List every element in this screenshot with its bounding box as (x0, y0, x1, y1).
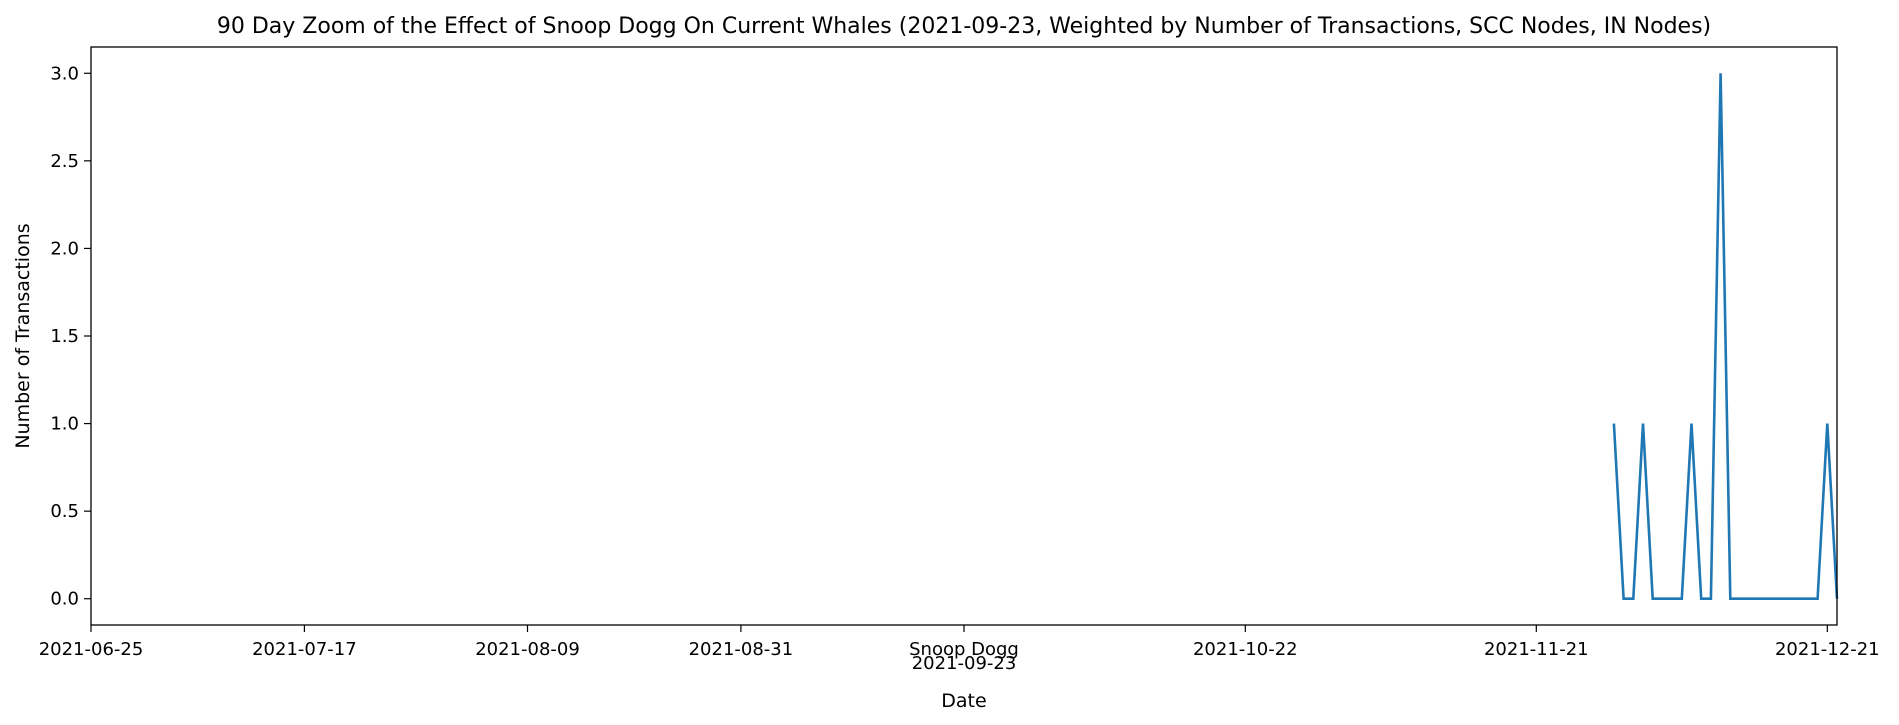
x-tick-label: 2021-11-21 (1484, 639, 1589, 660)
x-tick-label: 2021-06-25 (39, 639, 144, 660)
y-tick-label: 1.5 (50, 326, 79, 347)
x-tick-label: 2021-10-22 (1193, 639, 1298, 660)
series-layer (1612, 73, 1839, 601)
y-tick-label: 0.5 (50, 501, 79, 522)
chart-title: 90 Day Zoom of the Effect of Snoop Dogg … (217, 14, 1711, 39)
y-axis: 0.0 0.5 1.0 1.5 2.0 2.5 3.0 (50, 63, 91, 610)
x-tick-label: 2021-09-23 (912, 653, 1017, 674)
y-tick-label: 2.0 (50, 238, 79, 259)
x-axis-label: Date (941, 690, 986, 712)
x-axis: 2021-06-25 2021-07-17 2021-08-09 2021-08-31… (39, 625, 1880, 674)
x-tick-label: 2021-12-21 (1775, 639, 1880, 660)
series-line-0 (1612, 73, 1839, 601)
y-axis-label: Number of Transactions (12, 223, 34, 448)
y-tick-label: 1.0 (50, 414, 79, 435)
x-tick-label: 2021-08-09 (475, 639, 580, 660)
y-tick-label: 3.0 (50, 63, 79, 84)
y-tick-label: 2.5 (50, 151, 79, 172)
event-marker-label: Snoop Dogg (909, 639, 1019, 660)
x-tick-label: 2021-08-31 (689, 639, 794, 660)
x-tick-label: 2021-07-17 (252, 639, 357, 660)
y-tick-label: 0.0 (50, 589, 79, 610)
